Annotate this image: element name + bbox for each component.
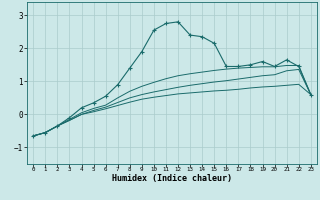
X-axis label: Humidex (Indice chaleur): Humidex (Indice chaleur) bbox=[112, 174, 232, 183]
